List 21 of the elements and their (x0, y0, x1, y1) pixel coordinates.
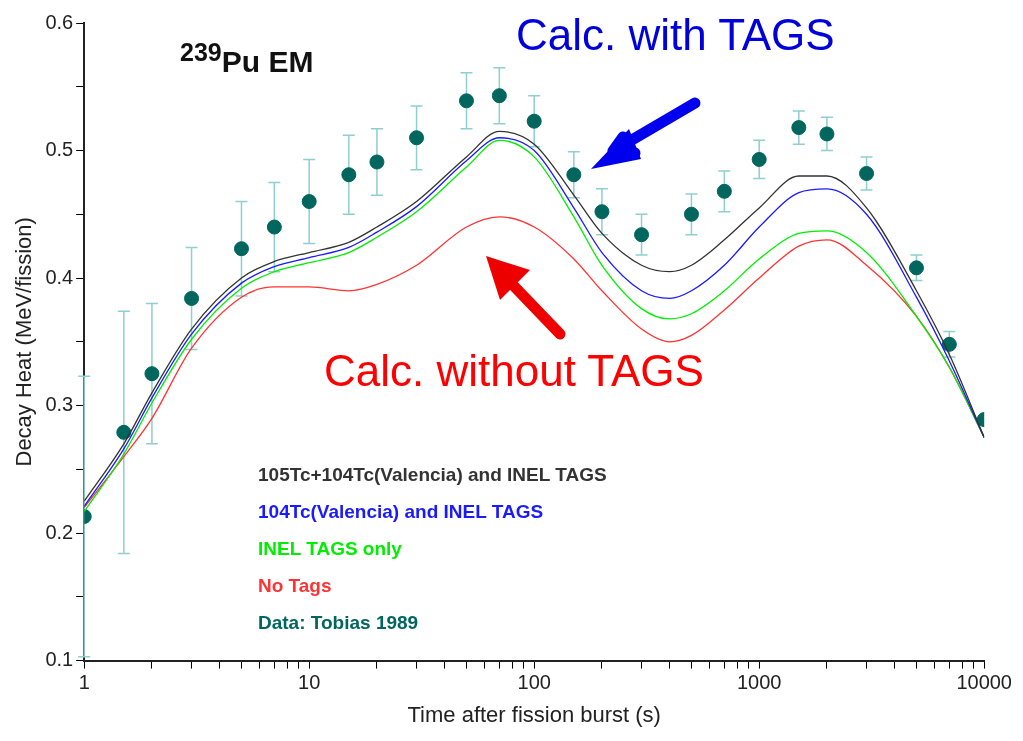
text: 105Tc+104Tc(Valencia) and INEL TAGS (258, 463, 607, 487)
text: 104Tc(Valencia) and INEL TAGS (258, 500, 545, 524)
x-axis-title: Time after fission burst (s) (407, 701, 661, 727)
y-tick-label: 0.4 (45, 265, 74, 288)
x-tick-label: 100 (517, 671, 551, 694)
x-tick-label: 10000 (956, 671, 1012, 694)
y-tick-label: 0.6 (45, 10, 74, 33)
x-tick-label: 10 (298, 671, 321, 694)
x-tick-label: 1 (78, 671, 90, 694)
x-tick-label: 1000 (736, 671, 782, 694)
annotation: Calc. with TAGS (516, 10, 835, 60)
text: No Tags (258, 574, 333, 598)
y-tick-label: 0.3 (45, 393, 74, 416)
y-tick-label: 0.5 (45, 138, 74, 161)
y-axis-title: Decay Heat (MeV/fission) (11, 217, 37, 467)
y-tick-label: 0.1 (45, 648, 74, 671)
y-tick-label: 0.2 (45, 520, 74, 543)
annotation: Calc. without TAGS (324, 346, 704, 396)
text: INEL TAGS only (258, 537, 403, 561)
text: $^{239}$Pu EM (180, 38, 314, 79)
text: Data: Tobias 1989 (258, 611, 420, 635)
